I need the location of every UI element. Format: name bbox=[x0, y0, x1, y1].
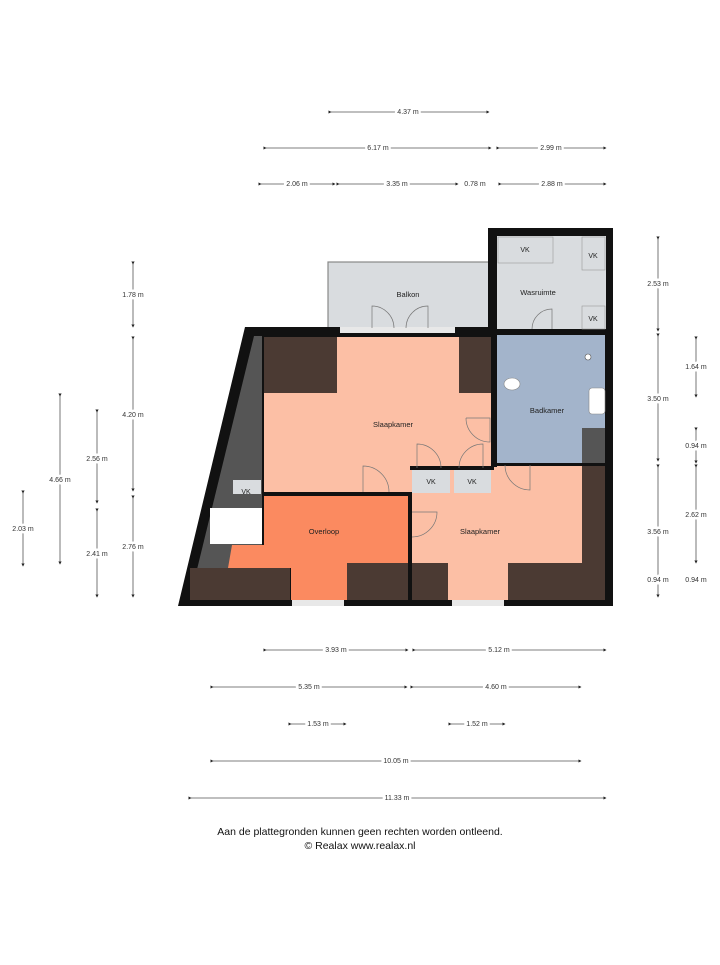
door-swings bbox=[362, 305, 553, 538]
dim-label: 11.33 m bbox=[385, 795, 410, 802]
dim-label: 2.53 m bbox=[647, 281, 669, 288]
stairs bbox=[210, 508, 262, 544]
balcony bbox=[327, 261, 491, 335]
dim-label: 3.56 m bbox=[647, 529, 669, 536]
dim-label: 2.06 m bbox=[286, 181, 308, 188]
room-label-badkamer: Badkamer bbox=[530, 406, 565, 415]
vk-label: VK bbox=[588, 316, 598, 323]
dim-label: 4.66 m bbox=[49, 477, 71, 484]
dim-label: 3.93 m bbox=[325, 647, 347, 654]
vk-left bbox=[233, 480, 261, 494]
room-label-overloop: Overloop bbox=[309, 527, 339, 536]
vk-label: VK bbox=[520, 247, 530, 254]
dim-label: 2.41 m bbox=[86, 551, 108, 558]
dim-label: 2.62 m bbox=[685, 512, 707, 519]
built-in-cupboard bbox=[264, 337, 337, 393]
disclaimer: Aan de plattegronden kunnen geen rechten… bbox=[217, 826, 503, 838]
dim-label: 2.99 m bbox=[540, 145, 562, 152]
room-label-slaapkamer: Slaapkamer bbox=[460, 527, 501, 536]
shower-icon bbox=[584, 353, 592, 361]
room-label-wasruimte: Wasruimte bbox=[520, 288, 556, 297]
toilet-icon bbox=[503, 377, 521, 391]
shaft bbox=[582, 428, 605, 463]
dim-label: 1.53 m bbox=[307, 721, 329, 728]
dim-label: 4.20 m bbox=[122, 412, 144, 419]
dim-label: 0.94 m bbox=[647, 577, 669, 584]
dim-label: 4.37 m bbox=[397, 109, 419, 116]
dim-label: 10.05 m bbox=[383, 758, 408, 765]
room-label-slaapkamer: Slaapkamer bbox=[373, 420, 414, 429]
dim-label: 0.94 m bbox=[685, 443, 707, 450]
dim-label: 2.76 m bbox=[122, 544, 144, 551]
dim-label: 5.12 m bbox=[488, 647, 510, 654]
built-in-cupboard bbox=[459, 337, 491, 393]
dimensions: 4.37 m 6.17 m 2.99 m 2.06 m 3.35 m 0.78 … bbox=[10, 107, 710, 805]
room-label-balkon: Balkon bbox=[397, 290, 420, 299]
dim-label: 2.88 m bbox=[541, 181, 563, 188]
sink-icon bbox=[588, 387, 606, 415]
dim-label: 5.35 m bbox=[298, 684, 320, 691]
built-in-cupboard bbox=[508, 563, 605, 600]
dim-label: 1.52 m bbox=[466, 721, 488, 728]
dim-label: 2.03 m bbox=[12, 526, 34, 533]
dim-label: 0.94 m bbox=[685, 577, 707, 584]
vk-label: VK bbox=[241, 489, 251, 496]
dim-label: 3.50 m bbox=[647, 396, 669, 403]
dim-label: 0.78 m bbox=[464, 181, 486, 188]
vk-closet bbox=[412, 470, 450, 493]
balcony-doors bbox=[340, 327, 455, 333]
dim-label: 1.78 m bbox=[122, 292, 144, 299]
dim-label: 4.60 m bbox=[485, 684, 507, 691]
window bbox=[452, 600, 504, 606]
vk-closet bbox=[454, 470, 491, 493]
dim-label: 1.64 m bbox=[685, 364, 707, 371]
vk-closet bbox=[497, 236, 554, 264]
copyright: © Realax www.realax.nl bbox=[304, 840, 416, 852]
dim-label: 3.35 m bbox=[386, 181, 408, 188]
dim-label: 6.17 m bbox=[367, 145, 389, 152]
window bbox=[292, 600, 344, 606]
built-in-cupboard bbox=[190, 568, 290, 600]
vk-label: VK bbox=[426, 479, 436, 486]
plan: Balkon Wasruimte Slaapkamer Badkamer Ove… bbox=[178, 228, 613, 606]
vk-closet bbox=[581, 236, 606, 271]
built-in-cupboard bbox=[347, 563, 409, 600]
vk-label: VK bbox=[467, 479, 477, 486]
built-in-cupboard bbox=[412, 563, 448, 600]
dim-label: 2.56 m bbox=[86, 456, 108, 463]
vk-label: VK bbox=[588, 253, 598, 260]
vk-closet bbox=[581, 305, 606, 330]
